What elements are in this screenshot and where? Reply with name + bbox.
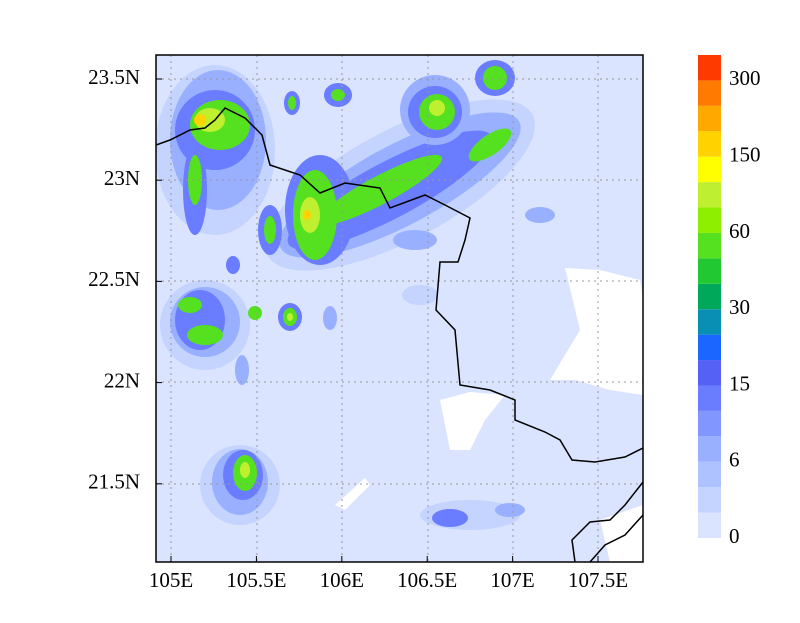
plot-frame [155,54,644,563]
x-tick-label: 107.5E [568,568,628,592]
y-tick-label: 23N [104,166,140,190]
colorbar-label: 150 [729,142,761,166]
colorbar-box [698,461,721,488]
colorbar-label: 30 [729,295,750,319]
colorbar-label: 6 [729,448,740,472]
y-tick-label: 22.5N [88,267,140,291]
contour-field [156,55,643,562]
colorbar-box [698,283,721,310]
y-axis: 23.5N 23N 22.5N 22N 21.5N [88,65,162,494]
x-tick-label: 106E [320,568,364,592]
colorbar-box [698,156,721,183]
colorbar-box [698,436,721,462]
x-tick-label: 105E [149,568,193,592]
colorbar-box [698,55,721,81]
x-tick-label: 106.5E [397,568,457,592]
colorbar-box [698,334,721,361]
precip-blobs [156,60,555,530]
y-tick-label: 23.5N [88,65,140,89]
colorbar-label: 15 [729,371,750,395]
colorbar: 0 6 15 30 60 150 300 [698,55,761,548]
colorbar-label: 60 [729,219,750,243]
colorbar-box [698,385,721,411]
x-tick-label: 105.5E [226,568,286,592]
colorbar-box [698,207,721,233]
colorbar-box [698,80,721,106]
colorbar-box [698,360,721,386]
colorbar-box [698,487,721,513]
x-tick-label: 107E [490,568,534,592]
colorbar-box [698,309,721,335]
colorbar-box [698,232,721,259]
colorbar-box [698,131,721,157]
y-tick-label: 22N [104,368,140,392]
colorbar-box [698,182,721,208]
colorbar-label: 300 [729,66,761,90]
colorbar-box [698,258,721,284]
x-axis: 105E 105.5E 106E 106.5E 107E 107.5E [149,556,628,592]
colorbar-box [698,410,721,437]
colorbar-label: 0 [729,524,740,548]
border-line [156,107,643,562]
y-tick-label: 21.5N [88,470,140,494]
colorbar-box [698,512,721,538]
colorbar-box [698,105,721,132]
